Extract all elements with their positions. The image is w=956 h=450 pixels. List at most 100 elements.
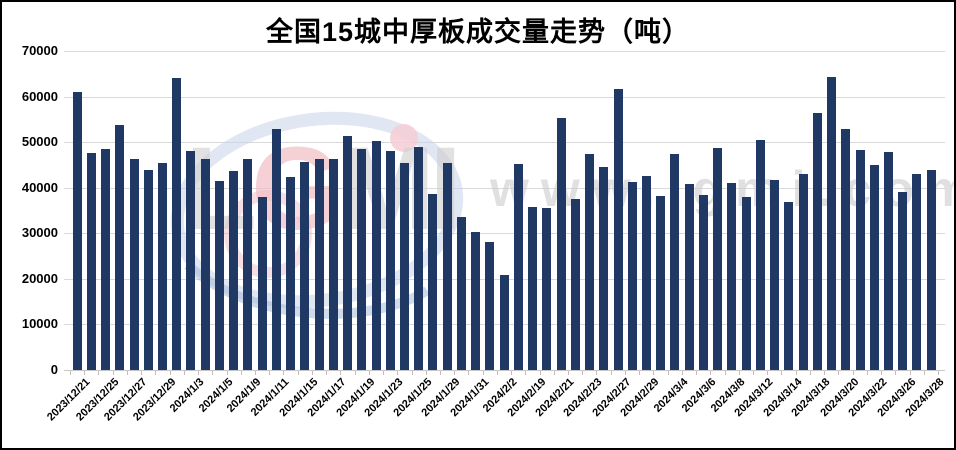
x-tick-mark: [454, 371, 456, 375]
bar: [798, 173, 808, 370]
bar: [698, 195, 708, 370]
bar-slot: [824, 51, 838, 370]
x-tick-mark: [795, 371, 797, 375]
bar: [172, 78, 182, 370]
x-tick-mark: [368, 371, 370, 375]
bar: [343, 135, 353, 370]
x-tick-mark: [824, 371, 826, 375]
x-tick-mark: [155, 371, 157, 375]
bar: [627, 181, 637, 370]
x-tick-mark: [98, 371, 100, 375]
bar-slot: [355, 51, 369, 370]
x-tick-mark: [582, 371, 584, 375]
bar-slot: [198, 51, 212, 370]
bar: [528, 207, 538, 370]
x-tick-mark: [383, 371, 385, 375]
bar: [101, 148, 111, 370]
x-tick-mark: [852, 371, 854, 375]
x-tick-mark: [183, 371, 185, 375]
x-tick-mark: [226, 371, 228, 375]
bar-slot: [796, 51, 810, 370]
x-tick-mark: [923, 371, 925, 375]
x-tick-mark: [511, 371, 513, 375]
bar-slot: [326, 51, 340, 370]
x-tick-mark: [240, 371, 242, 375]
bar-slot: [70, 51, 84, 370]
x-tick-mark: [767, 371, 769, 375]
x-tick-mark: [809, 371, 811, 375]
x-tick-mark: [710, 371, 712, 375]
bar-slot: [170, 51, 184, 370]
bar-slot: [753, 51, 767, 370]
bar-slot: [853, 51, 867, 370]
bar-slot: [155, 51, 169, 370]
bar-slot: [227, 51, 241, 370]
bar: [912, 173, 922, 370]
y-tick-label: 60000: [21, 88, 58, 104]
bar: [271, 129, 281, 370]
bar-slot: [440, 51, 454, 370]
bar-slot: [469, 51, 483, 370]
bar: [485, 241, 495, 370]
bar-slot: [654, 51, 668, 370]
gridline: [64, 187, 945, 189]
bar: [926, 169, 936, 370]
bar-slot: [255, 51, 269, 370]
x-tick-mark: [696, 371, 698, 375]
bar-slot: [241, 51, 255, 370]
bar-slot: [369, 51, 383, 370]
bar: [656, 195, 666, 370]
bar-slot: [611, 51, 625, 370]
gridline: [64, 96, 945, 98]
gridline: [64, 233, 945, 235]
bar: [400, 162, 409, 370]
bar: [442, 163, 452, 370]
x-tick-mark: [126, 371, 128, 375]
bar-slot: [881, 51, 895, 370]
bar-slot: [625, 51, 639, 370]
bar: [385, 150, 395, 370]
bar: [214, 180, 224, 370]
bar-slot: [597, 51, 611, 370]
x-tick-mark: [624, 371, 626, 375]
bar-slot: [711, 51, 725, 370]
bar-slot: [668, 51, 682, 370]
bar-slot: [782, 51, 796, 370]
bar: [741, 196, 751, 370]
gridline: [64, 142, 945, 144]
bar-slot: [867, 51, 881, 370]
bar: [613, 89, 623, 370]
x-tick-mark: [866, 371, 868, 375]
bar: [898, 192, 908, 370]
bar: [812, 113, 822, 370]
bar: [414, 147, 424, 370]
x-tick-mark: [639, 371, 641, 375]
bar-slot: [540, 51, 554, 370]
bar-slot: [739, 51, 753, 370]
x-tick-mark: [781, 371, 783, 375]
bar-slot: [98, 51, 112, 370]
bar-slot: [896, 51, 910, 370]
bar-slot: [696, 51, 710, 370]
bar: [827, 76, 837, 370]
x-tick-mark: [468, 371, 470, 375]
y-tick-label: 50000: [21, 134, 58, 150]
bars-container: [70, 51, 938, 370]
bar: [784, 202, 794, 370]
bar: [456, 216, 466, 370]
y-tick-label: 40000: [21, 179, 58, 195]
x-tick-mark: [212, 371, 214, 375]
x-axis-line: [64, 370, 945, 371]
bar: [314, 159, 324, 370]
x-tick-mark: [553, 371, 555, 375]
bar: [727, 183, 737, 370]
bar-slot: [682, 51, 696, 370]
bar-slot: [511, 51, 525, 370]
x-tick-mark: [425, 371, 427, 375]
bar: [229, 171, 239, 370]
bar: [684, 184, 694, 370]
x-tick-mark: [84, 371, 86, 375]
x-tick-mark: [596, 371, 598, 375]
bar-slot: [184, 51, 198, 370]
